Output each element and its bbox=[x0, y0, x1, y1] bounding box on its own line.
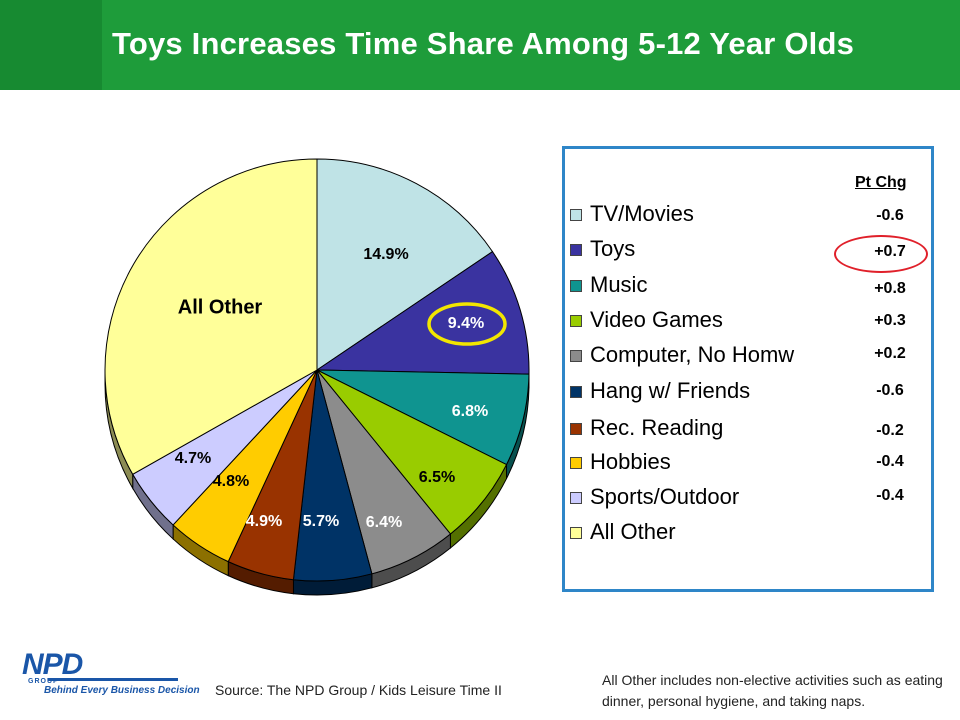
logo-mark: NPD bbox=[22, 648, 83, 681]
legend-swatch bbox=[570, 244, 582, 256]
pt-chg-value: -0.4 bbox=[876, 453, 904, 470]
pie-label-6: 4.9% bbox=[246, 513, 282, 530]
pie-label-5: 5.7% bbox=[303, 513, 339, 530]
legend-label: Music bbox=[590, 272, 648, 297]
legend-swatch bbox=[570, 492, 582, 504]
pt-chg-value: +0.2 bbox=[874, 345, 906, 362]
legend-label: Toys bbox=[590, 236, 636, 261]
legend-label: Sports/Outdoor bbox=[590, 484, 740, 509]
pie-slice-0 bbox=[316, 158, 494, 371]
legend-label: Rec. Reading bbox=[590, 415, 724, 440]
legend-label: All Other bbox=[590, 519, 676, 544]
pie-label-3: 6.5% bbox=[419, 469, 455, 486]
legend-swatch bbox=[570, 527, 582, 539]
pie-label-1: 9.4% bbox=[448, 315, 484, 332]
legend-swatch bbox=[570, 350, 582, 362]
legend-swatch bbox=[570, 457, 582, 469]
page-title: Toys Increases Time Share Among 5-12 Yea… bbox=[112, 26, 855, 61]
legend-swatch bbox=[570, 423, 582, 435]
legend-label: Computer, No Homw bbox=[590, 342, 795, 367]
legend-swatch bbox=[570, 280, 582, 292]
footnote: All Other includes non-elective activiti… bbox=[602, 672, 943, 709]
legend-swatch bbox=[570, 386, 582, 398]
legend-label: Hang w/ Friends bbox=[590, 378, 751, 403]
pt-chg-value: -0.4 bbox=[876, 487, 904, 504]
pie-label-4: 6.4% bbox=[366, 514, 402, 531]
pie-slice-9 bbox=[104, 158, 318, 475]
pt-chg-value: +0.8 bbox=[874, 280, 906, 297]
source-note: Source: The NPD Group / Kids Leisure Tim… bbox=[215, 682, 502, 698]
pie-label-2: 6.8% bbox=[452, 403, 488, 420]
legend-label: Video Games bbox=[590, 307, 723, 332]
pie-label-7: 4.8% bbox=[213, 473, 249, 490]
pie-label-8: 4.7% bbox=[175, 450, 211, 467]
logo-rule bbox=[48, 678, 178, 681]
logo-group: GROUP bbox=[28, 678, 59, 685]
title-bar-accent bbox=[0, 0, 102, 90]
pt-chg-value: -0.6 bbox=[876, 382, 904, 399]
legend-label: Hobbies bbox=[590, 449, 671, 474]
pt-chg-value: +0.3 bbox=[874, 312, 906, 329]
legend-swatch bbox=[570, 209, 582, 221]
pie-label-9: All Other bbox=[178, 296, 263, 318]
pt-chg-value: -0.2 bbox=[876, 422, 904, 439]
npd-logo: NPD GROUP Behind Every Business Decision bbox=[22, 648, 200, 698]
legend-box bbox=[562, 146, 934, 592]
pt-chg-header: Pt Chg bbox=[855, 174, 907, 191]
pt-chg-highlight-ring bbox=[834, 235, 928, 273]
pt-chg-value: -0.6 bbox=[876, 207, 904, 224]
legend-label: TV/Movies bbox=[590, 201, 694, 226]
logo-tagline: Behind Every Business Decision bbox=[44, 685, 200, 696]
toys-highlight-ring bbox=[427, 302, 507, 346]
title-bar bbox=[0, 0, 960, 90]
pie-label-0: 14.9% bbox=[363, 246, 408, 263]
legend-swatch bbox=[570, 315, 582, 327]
